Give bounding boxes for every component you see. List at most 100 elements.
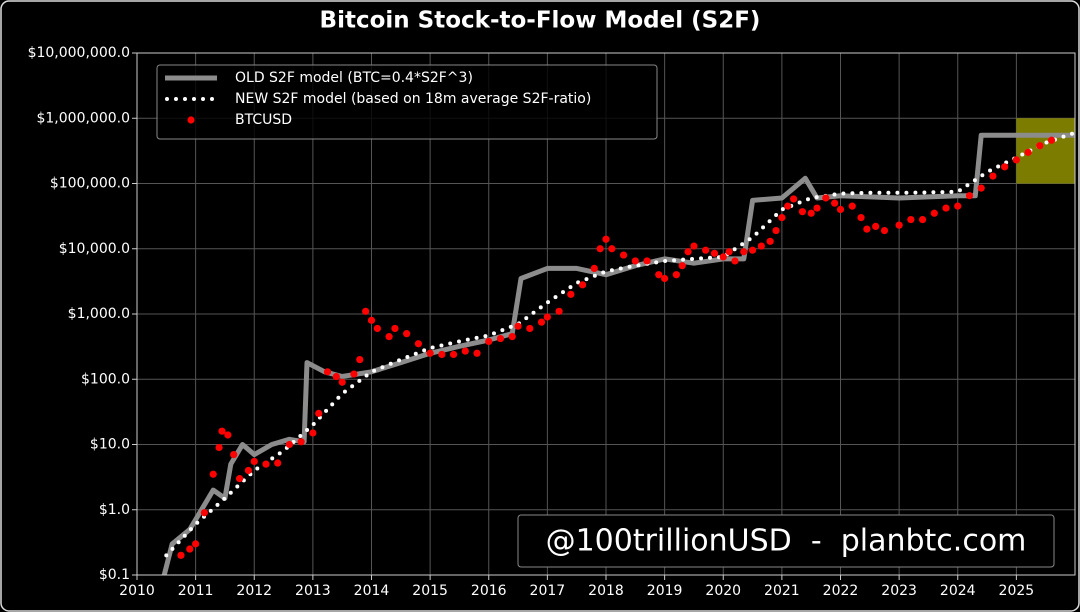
data-point bbox=[710, 249, 719, 257]
data-point bbox=[590, 264, 598, 272]
x-tick-label: 2022 bbox=[823, 583, 859, 599]
data-point bbox=[798, 208, 806, 216]
data-point bbox=[702, 246, 710, 254]
x-tick-label: 2011 bbox=[178, 583, 214, 599]
legend-swatch bbox=[187, 116, 195, 124]
data-point bbox=[262, 460, 270, 468]
data-point bbox=[725, 248, 733, 256]
y-tick-label: $10,000,000.0 bbox=[28, 45, 130, 61]
data-point bbox=[508, 333, 516, 341]
data-point bbox=[690, 242, 698, 250]
data-point bbox=[895, 221, 903, 229]
data-point bbox=[514, 322, 522, 330]
data-point bbox=[192, 540, 200, 548]
data-point bbox=[778, 214, 786, 222]
data-point bbox=[848, 202, 856, 210]
data-point bbox=[643, 257, 651, 265]
data-point bbox=[857, 214, 865, 222]
data-point bbox=[403, 330, 411, 338]
data-point bbox=[362, 307, 370, 315]
data-point bbox=[790, 195, 798, 203]
data-point bbox=[473, 349, 481, 357]
legend-label: OLD S2F model (BTC=0.4*S2F^3) bbox=[235, 70, 473, 86]
data-point bbox=[235, 475, 244, 483]
x-tick-label: 2018 bbox=[588, 583, 624, 599]
data-point bbox=[655, 271, 663, 279]
x-tick-label: 2015 bbox=[412, 583, 448, 599]
data-point bbox=[250, 457, 258, 466]
data-point bbox=[200, 509, 209, 517]
data-point bbox=[880, 226, 889, 235]
data-point bbox=[224, 431, 232, 439]
data-point bbox=[672, 271, 680, 279]
legend: OLD S2F model (BTC=0.4*S2F^3) NEW S2F mod… bbox=[156, 64, 658, 140]
data-point bbox=[1047, 136, 1056, 144]
data-point bbox=[678, 262, 686, 270]
data-point bbox=[757, 242, 765, 250]
x-tick-label: 2010 bbox=[119, 583, 155, 599]
data-point bbox=[942, 204, 950, 212]
annotation-text: @100trillionUSD - planbtc.com bbox=[546, 524, 1027, 559]
data-point bbox=[230, 451, 238, 459]
annotation: @100trillionUSD - planbtc.com bbox=[517, 514, 1055, 568]
y-tick-label: $1,000.0 bbox=[68, 306, 130, 322]
data-point bbox=[373, 324, 381, 333]
x-tick-label: 2017 bbox=[530, 583, 566, 599]
data-point bbox=[186, 545, 194, 553]
data-point bbox=[244, 466, 252, 475]
data-point bbox=[863, 225, 871, 233]
y-tick-label: $1,000,000.0 bbox=[36, 110, 130, 126]
y-tick-label: $0.1 bbox=[99, 567, 130, 583]
data-point bbox=[965, 192, 974, 200]
data-point bbox=[391, 324, 399, 333]
x-tick-label: 2013 bbox=[295, 583, 331, 599]
data-point bbox=[309, 429, 317, 437]
data-point bbox=[1012, 156, 1020, 164]
x-tick-label: 2024 bbox=[940, 583, 976, 599]
data-point bbox=[485, 337, 493, 346]
data-point bbox=[954, 202, 962, 210]
data-point bbox=[274, 459, 282, 467]
data-point bbox=[215, 443, 223, 452]
data-point bbox=[631, 257, 639, 265]
x-tick-label: 2014 bbox=[354, 583, 390, 599]
data-point bbox=[285, 440, 294, 449]
data-point bbox=[977, 184, 985, 192]
data-point bbox=[766, 237, 774, 245]
data-point bbox=[426, 349, 434, 357]
x-tick-label: 2012 bbox=[236, 583, 272, 599]
data-point bbox=[297, 438, 305, 446]
data-point bbox=[177, 551, 185, 559]
data-point bbox=[813, 204, 821, 212]
data-point bbox=[930, 209, 938, 217]
chart-title: Bitcoin Stock-to-Flow Model (S2F) bbox=[320, 8, 761, 34]
data-point bbox=[461, 347, 469, 355]
data-point bbox=[496, 334, 505, 343]
data-point bbox=[449, 350, 458, 359]
data-point bbox=[438, 350, 446, 359]
x-tick-label: 2020 bbox=[705, 583, 741, 599]
data-point bbox=[807, 209, 815, 217]
data-point bbox=[661, 274, 669, 283]
data-point bbox=[872, 222, 880, 231]
data-point bbox=[907, 215, 915, 224]
data-point bbox=[332, 372, 340, 381]
data-point bbox=[218, 427, 226, 435]
data-point bbox=[385, 333, 393, 341]
data-point bbox=[608, 245, 616, 253]
data-point bbox=[772, 226, 780, 235]
data-point bbox=[1036, 142, 1044, 150]
data-point bbox=[731, 257, 739, 265]
data-point bbox=[338, 378, 346, 386]
data-point bbox=[602, 235, 610, 243]
series-dotted-line bbox=[164, 130, 1075, 558]
x-tick-label: 2025 bbox=[999, 583, 1035, 599]
data-point bbox=[748, 246, 757, 254]
plot-border bbox=[136, 52, 1076, 576]
data-point bbox=[414, 340, 422, 348]
x-tick-label: 2023 bbox=[881, 583, 917, 599]
data-point bbox=[537, 318, 546, 326]
data-point bbox=[315, 409, 323, 417]
y-tick-label: $100,000.0 bbox=[50, 176, 130, 192]
